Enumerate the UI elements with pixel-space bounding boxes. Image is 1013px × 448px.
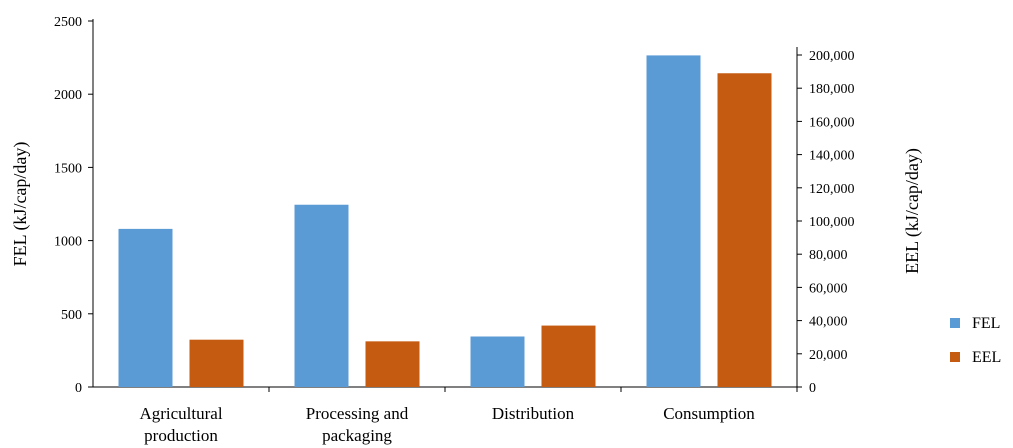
y2-tick-label: 160,000: [809, 115, 855, 130]
y-tick-label: 2000: [54, 88, 82, 103]
x-category-label: packaging: [322, 426, 392, 445]
bar-eel: [365, 341, 420, 387]
bar-fel: [118, 228, 173, 387]
y2-axis-title: EEL (kJ/cap/day): [902, 148, 923, 274]
bar-eel: [189, 339, 244, 387]
y-tick-label: 0: [75, 381, 82, 396]
y-axis-title: FEL (kJ/cap/day): [10, 142, 31, 267]
y2-tick-label: 60,000: [809, 281, 848, 296]
bars: [118, 55, 772, 388]
y2-tick-label: 200,000: [809, 49, 855, 64]
bar-eel: [717, 73, 772, 387]
y-tick-label: 1500: [54, 161, 82, 176]
x-category-label: production: [144, 426, 218, 445]
bar-eel: [541, 325, 596, 387]
y-tick-label: 500: [61, 308, 82, 323]
x-category-label: Consumption: [663, 404, 755, 423]
bar-fel: [470, 336, 525, 387]
y2-tick-label: 180,000: [809, 82, 855, 97]
y2-tick-label: 80,000: [809, 248, 848, 263]
legend-label-eel: EEL: [972, 349, 1001, 366]
y2-tick-label: 40,000: [809, 315, 848, 330]
y-tick-label: 2500: [54, 15, 82, 30]
y2-tick-label: 0: [809, 381, 816, 396]
y2-tick-label: 20,000: [809, 348, 848, 363]
bar-fel: [646, 55, 701, 388]
y2-tick-label: 100,000: [809, 215, 855, 230]
y-tick-label: 1000: [54, 235, 82, 250]
y2-tick-label: 120,000: [809, 182, 855, 197]
labels: 0 500 1000 1500 2000 2500 0 20,000 40,000 60,000 8…: [54, 15, 855, 445]
bar-fel: [294, 204, 349, 387]
legend-swatch-fel: [950, 318, 960, 328]
legend-swatch-eel: [950, 352, 960, 362]
legend-label-fel: FEL: [972, 315, 1000, 332]
x-category-label: Agricultural: [139, 404, 222, 423]
x-category-label: Processing and: [306, 404, 409, 423]
y2-tick-label: 140,000: [809, 149, 855, 164]
x-category-label: Distribution: [492, 404, 575, 423]
legend: FEL EEL: [950, 315, 1001, 366]
